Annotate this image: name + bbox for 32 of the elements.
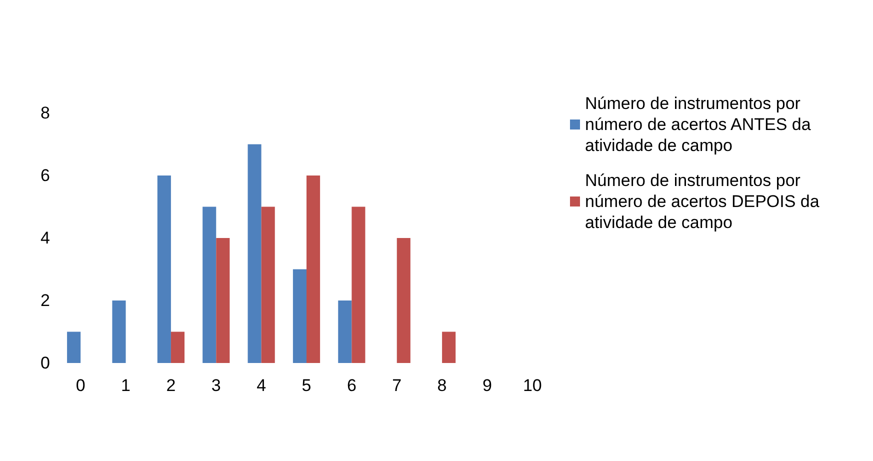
x-tick-label: 9 [482,376,492,395]
x-tick-label: 1 [121,376,131,395]
x-tick-label: 6 [346,376,356,395]
bar [338,300,352,363]
bar [306,176,320,363]
bar [216,238,230,363]
bar [292,269,306,363]
bar [261,206,275,363]
x-tick-label: 4 [256,376,266,395]
y-tick-label: 8 [40,104,50,122]
bar [112,300,126,363]
y-tick-label: 4 [40,228,50,248]
x-tick-label: 0 [76,376,86,395]
y-tick-label: 2 [40,291,50,310]
x-tick-label: 5 [302,376,312,395]
bar [352,206,366,363]
legend-label: Número de instrumentos por número de acertos DEPOIS da atividade de campo [585,171,824,232]
bar [67,332,81,363]
bar [202,206,216,363]
bar [170,332,185,363]
bar [396,238,410,363]
y-tick-label: 6 [40,166,50,185]
x-tick-label: 8 [437,376,447,395]
bar [442,332,456,363]
bar [157,176,171,363]
x-tick-label: 10 [522,376,542,395]
y-tick-label: 0 [40,354,50,372]
x-tick-label: 2 [166,376,176,395]
bar [248,144,262,363]
legend-label: Número de instrumentos por número de acertos ANTES da atividade de campo [585,94,816,155]
x-tick-label: 3 [211,376,221,395]
x-tick-label: 7 [392,376,402,395]
